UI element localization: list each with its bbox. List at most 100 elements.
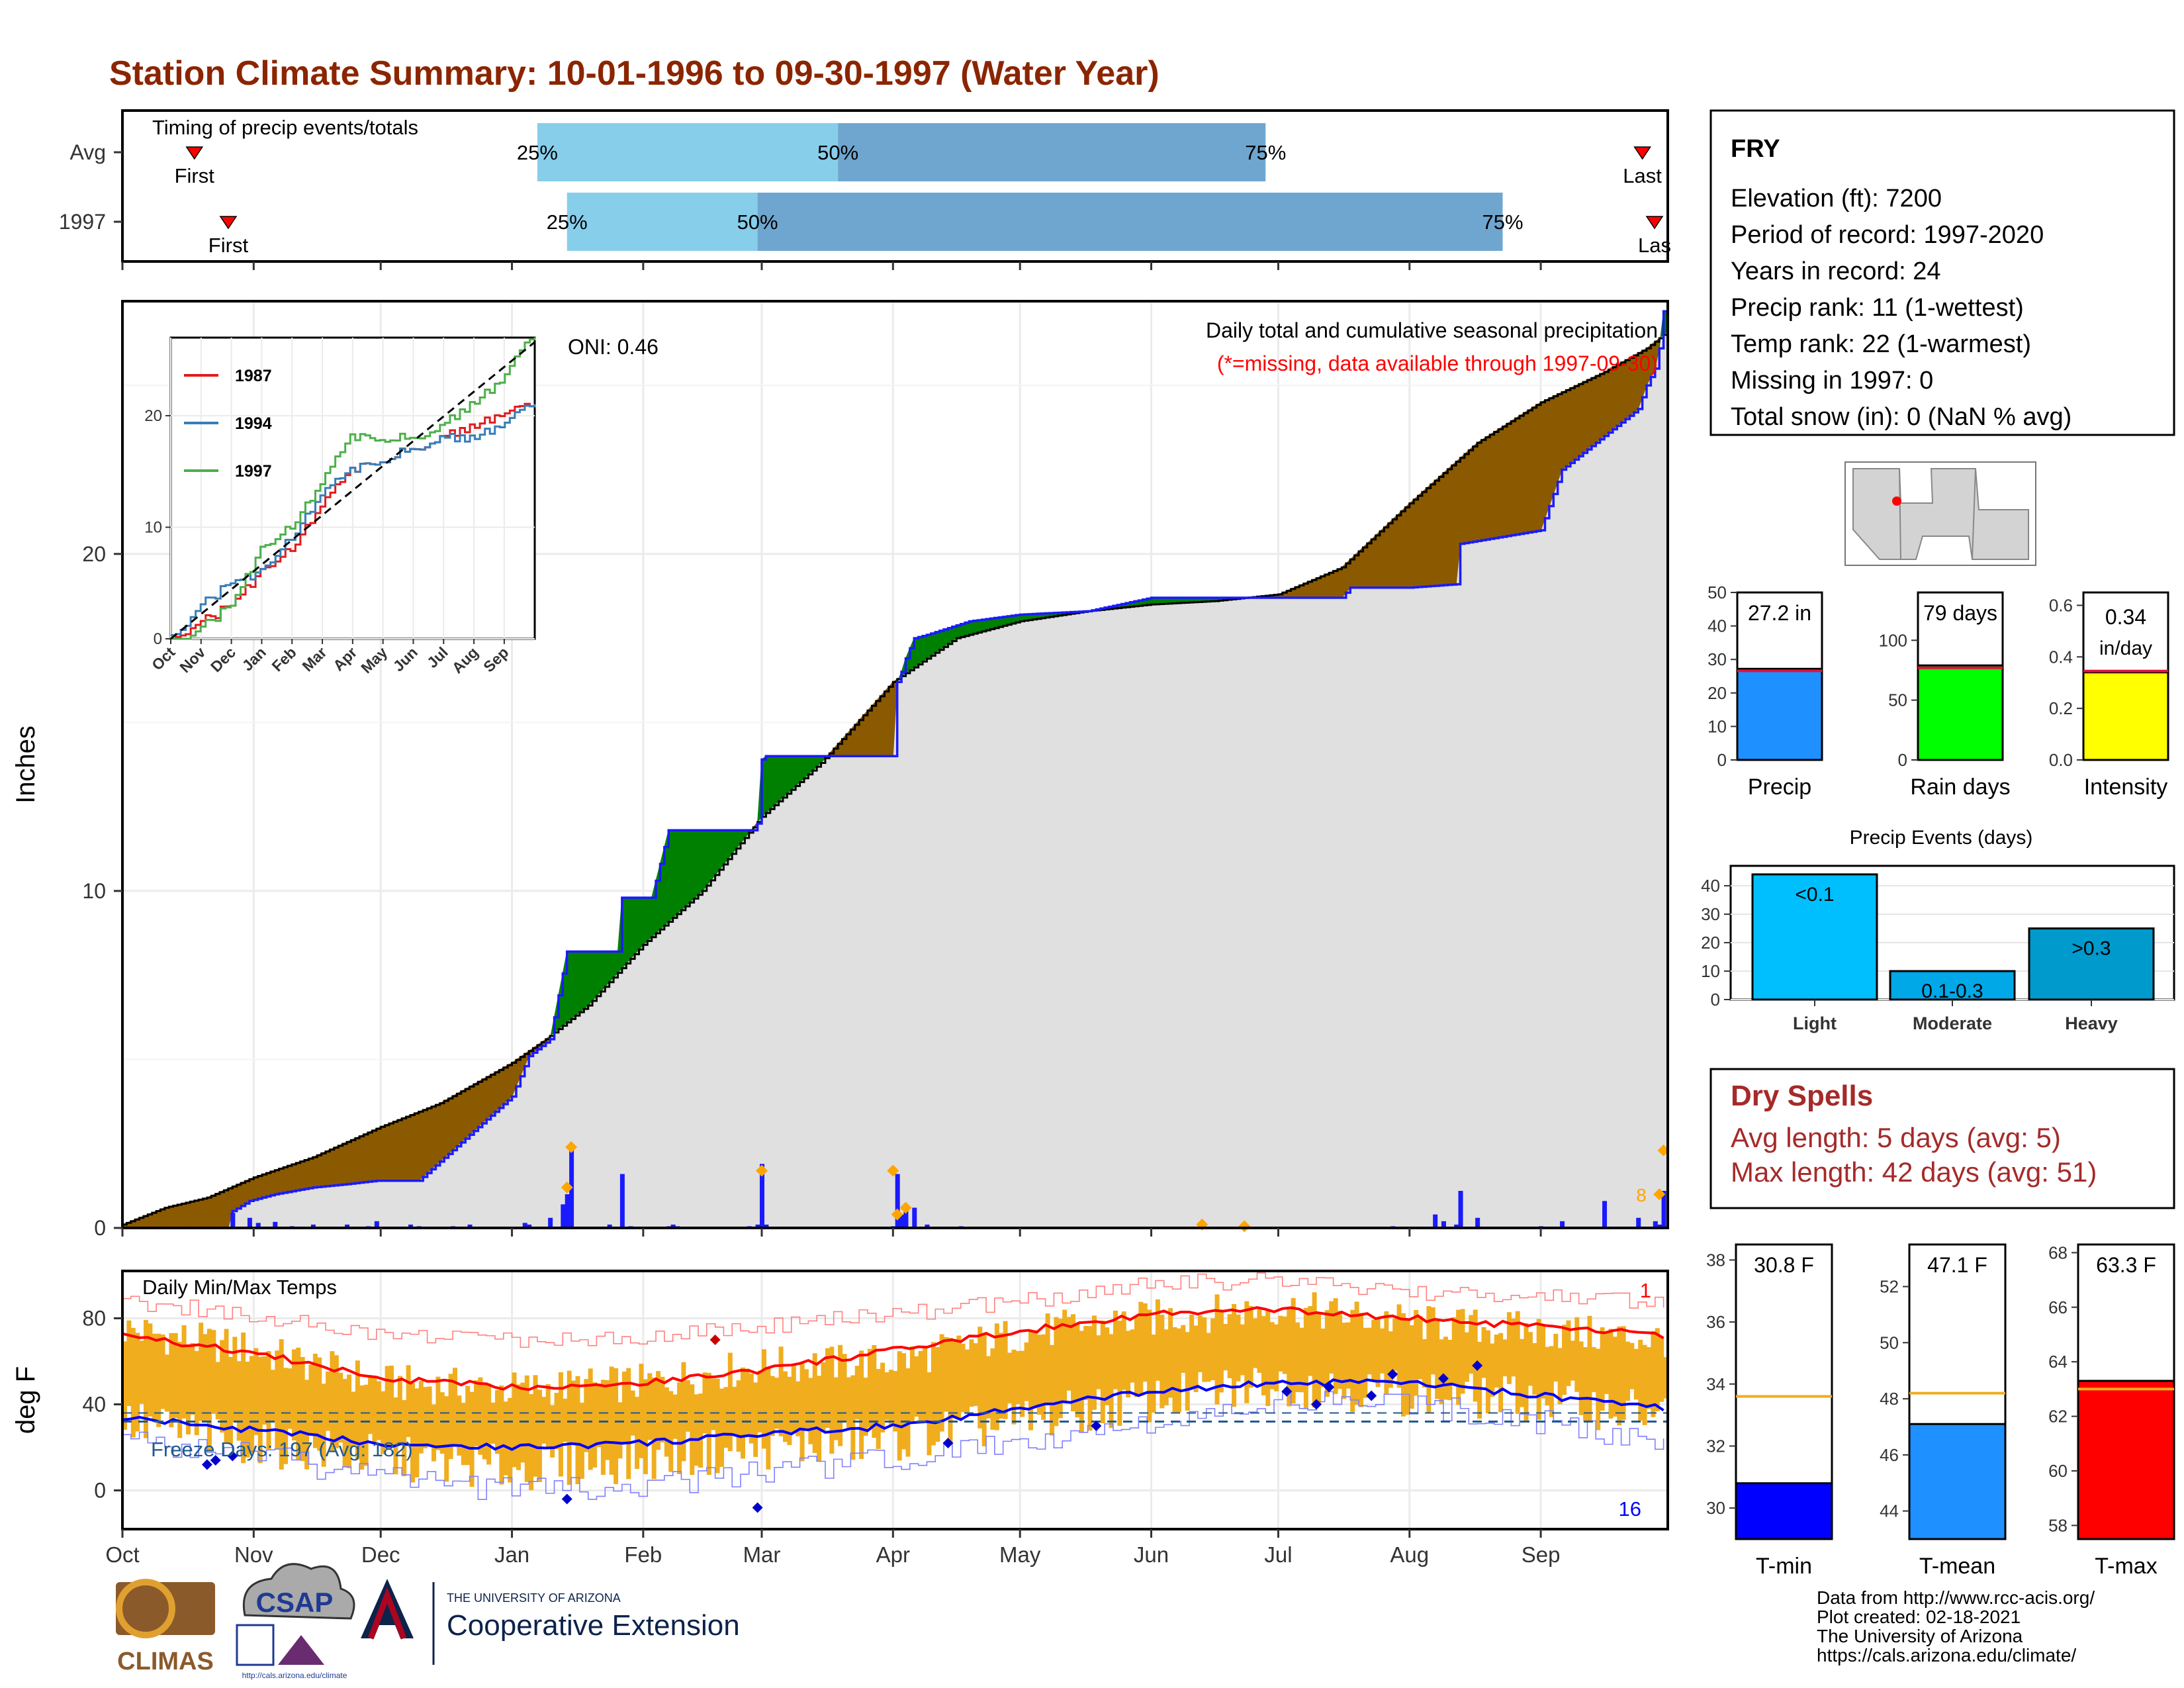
record-min-line	[122, 1391, 1664, 1500]
precip-departure-segment	[181, 1202, 187, 1229]
daily-temp-bar	[567, 1370, 572, 1485]
summary-bar	[1736, 667, 1823, 761]
daily-temp-bar	[1185, 1332, 1190, 1411]
daily-temp-bar	[1113, 1310, 1118, 1389]
summary-bar	[2077, 1380, 2175, 1540]
summary-y-tick-label: 68	[2048, 1243, 2068, 1262]
daily-temp-bar	[803, 1369, 809, 1430]
daily-temp-bar	[1274, 1324, 1279, 1391]
daily-temp-bar	[427, 1386, 432, 1446]
daily-temp-bar	[596, 1383, 602, 1448]
precip-departure-segment	[1464, 449, 1469, 544]
precip-departure-segment	[300, 1159, 305, 1190]
timing-p50-label: 50%	[737, 211, 778, 234]
daily-temp-bar	[791, 1364, 796, 1433]
daily-temp-bar	[1206, 1333, 1211, 1382]
precip-departure-segment	[1498, 426, 1504, 538]
daily-temp-bar	[978, 1327, 983, 1429]
record-low-marker	[210, 1455, 221, 1466]
daily-temp-bar	[469, 1391, 475, 1487]
events-y-tick-label: 0	[1711, 990, 1720, 1009]
temp-y-label: deg F	[11, 1366, 40, 1434]
precip-departure-segment	[456, 1090, 462, 1147]
daily-temp-bar	[1232, 1303, 1237, 1407]
precip-departure-segment	[702, 829, 707, 892]
daily-temp-bar	[1066, 1317, 1071, 1391]
daily-temp-bar	[668, 1391, 674, 1472]
daily-temp-bar	[368, 1375, 373, 1434]
daily-temp-bar	[173, 1333, 178, 1419]
daily-temp-bar	[1109, 1334, 1114, 1429]
precip-departure-segment	[177, 1203, 183, 1229]
daily-temp-bar	[376, 1381, 381, 1440]
daily-temp-bar	[1608, 1329, 1614, 1419]
summary-y-tick-label: 100	[1879, 630, 1907, 650]
freeze-days-label: Freeze Days: 197 (Avg: 182)	[151, 1438, 413, 1461]
daily-temp-bar	[241, 1333, 246, 1464]
precip-departure-segment	[782, 755, 788, 798]
summary-category-label: Intensity	[2084, 774, 2168, 800]
daily-precip-bar	[1653, 1221, 1658, 1228]
precip-departure-segment	[1473, 442, 1478, 542]
daily-temp-bar	[152, 1333, 157, 1423]
inset-y-tick-label: 10	[144, 518, 162, 536]
precip-departure-segment	[1396, 510, 1402, 588]
daily-temp-bar	[931, 1342, 936, 1446]
precip-departure-segment	[490, 1072, 496, 1117]
precip-departure-segment	[355, 1135, 360, 1184]
daily-temp-bar	[160, 1334, 165, 1409]
inset-series-line	[171, 337, 536, 640]
daily-temp-bar	[639, 1364, 644, 1458]
daily-temp-bar	[621, 1371, 627, 1444]
daily-temp-bar	[1269, 1322, 1275, 1389]
precip-departure-segment	[350, 1137, 356, 1184]
timing-panel: Timing of precip events/totals Avg 25% 50%…	[59, 109, 1671, 270]
daily-precip-bar	[408, 1224, 414, 1228]
daily-temp-bar	[575, 1376, 580, 1485]
summary-category-label: Rain days	[1910, 774, 2010, 800]
timing-bar-25-50	[537, 123, 839, 181]
summary-y-tick-label: 44	[1880, 1501, 1899, 1521]
daily-precip-bar	[1602, 1201, 1608, 1228]
daily-temp-bar	[842, 1354, 847, 1422]
daily-temp-bar	[1117, 1321, 1122, 1426]
daily-temp-bar	[626, 1368, 631, 1479]
daily-temp-bar	[312, 1353, 318, 1448]
events-bar-label: <0.1	[1795, 884, 1834, 906]
csap-logo-text: CSAP	[256, 1587, 334, 1618]
daily-temp-bar	[503, 1401, 508, 1476]
precip-departure-segment	[1434, 476, 1440, 586]
daily-temp-bar	[1651, 1331, 1656, 1417]
daily-temp-bar	[1473, 1309, 1478, 1402]
daily-temp-bar	[275, 1350, 280, 1450]
daily-temp-bar	[698, 1393, 704, 1468]
precip-departure-segment	[363, 1132, 369, 1183]
precip-departure-segment	[1582, 379, 1588, 454]
daily-temp-bar	[1299, 1327, 1304, 1393]
precip-departure-segment	[452, 1093, 457, 1151]
daily-temp-bar	[948, 1338, 953, 1445]
daily-temp-bar	[829, 1346, 835, 1454]
precip-departure-segment	[1422, 487, 1427, 587]
precip-summary-bars: 0 10 20 30 40 50 27.2 in Precip 0 50 100 79 days Rai…	[1707, 583, 2169, 800]
precip-departure-segment	[210, 1193, 216, 1229]
first-event-marker	[185, 146, 204, 160]
precip-departure-segment	[367, 1130, 373, 1182]
daily-temp-bar	[245, 1361, 250, 1458]
daily-temp-bar	[787, 1376, 792, 1446]
daily-temp-bar	[550, 1405, 555, 1458]
precip-departure-segment	[1531, 404, 1537, 532]
daily-temp-bar	[990, 1348, 995, 1430]
daily-precip-bar	[1458, 1191, 1463, 1228]
precip-departure-segment	[1494, 428, 1499, 539]
daily-temp-bar	[774, 1378, 780, 1429]
daily-temp-bar	[1367, 1327, 1372, 1375]
daily-precip-bar	[755, 1224, 760, 1228]
daily-temp-bar	[287, 1368, 293, 1429]
summary-y-tick-label: 50	[1707, 583, 1727, 602]
daily-temp-bar	[838, 1344, 843, 1446]
inset-y-tick-label: 0	[154, 630, 162, 648]
daily-temp-bar	[330, 1351, 335, 1451]
daily-temp-bar	[1181, 1325, 1186, 1373]
daily-temp-bar	[1011, 1349, 1017, 1425]
